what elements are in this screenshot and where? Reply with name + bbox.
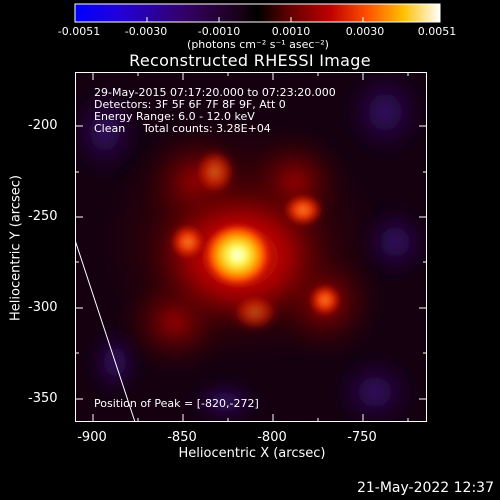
colorbar-tick-label: -0.0010: [197, 25, 241, 38]
x-axis-ticks: [92, 72, 409, 422]
x-tick-label: -900: [77, 430, 107, 445]
energy-range-text: Energy Range: 6.0 - 12.0 keV: [94, 110, 255, 123]
x-tick-label: -800: [257, 430, 287, 445]
secondary-sources: [168, 147, 343, 332]
peak-source: [203, 223, 272, 288]
solar-map: [75, 72, 427, 422]
colorbar-tick-label: -0.0030: [124, 25, 168, 38]
peak-position-text: Position of Peak = [-820,-272]: [94, 397, 259, 410]
timestamp: 21-May-2022 12:37: [356, 480, 494, 496]
colorbar-tick-label: 0.0010: [271, 25, 311, 38]
y-tick-label: -250: [28, 209, 58, 224]
colorbar-tick-label: -0.0051: [57, 25, 101, 38]
colorbar-tick-label: 0.0030: [345, 25, 385, 38]
y-tick-label: -200: [28, 118, 58, 133]
y-axis-label: Heliocentric Y (arcsec): [8, 175, 24, 321]
solar-limb-line: [75, 239, 136, 422]
image-plot: [75, 72, 427, 422]
y-axis-ticks: [75, 125, 427, 400]
x-axis-label: Heliocentric X (arcsec): [178, 446, 326, 461]
time-range-text: 29-May-2015 07:17:20.000 to 07:23:20.000: [94, 86, 336, 99]
plot-frame: [75, 72, 427, 422]
y-tick-label: -300: [28, 300, 58, 315]
method-text: Clean: [94, 122, 126, 135]
colorbar: [74, 3, 441, 23]
x-tick-label: -750: [347, 430, 377, 445]
colorbar-tick-label: 0.0051: [417, 25, 457, 38]
plot-title: Reconstructed RHESSI Image: [129, 51, 371, 70]
detectors-text: Detectors: 3F 5F 6F 7F 8F 9F, Att 0: [94, 98, 286, 111]
colorbar-unit-label: (photons cm⁻² s⁻¹ asec⁻²): [187, 38, 329, 51]
x-tick-label: -850: [167, 430, 197, 445]
total-counts-text: Total counts: 3.28E+04: [143, 122, 271, 135]
y-tick-label: -350: [28, 391, 58, 406]
